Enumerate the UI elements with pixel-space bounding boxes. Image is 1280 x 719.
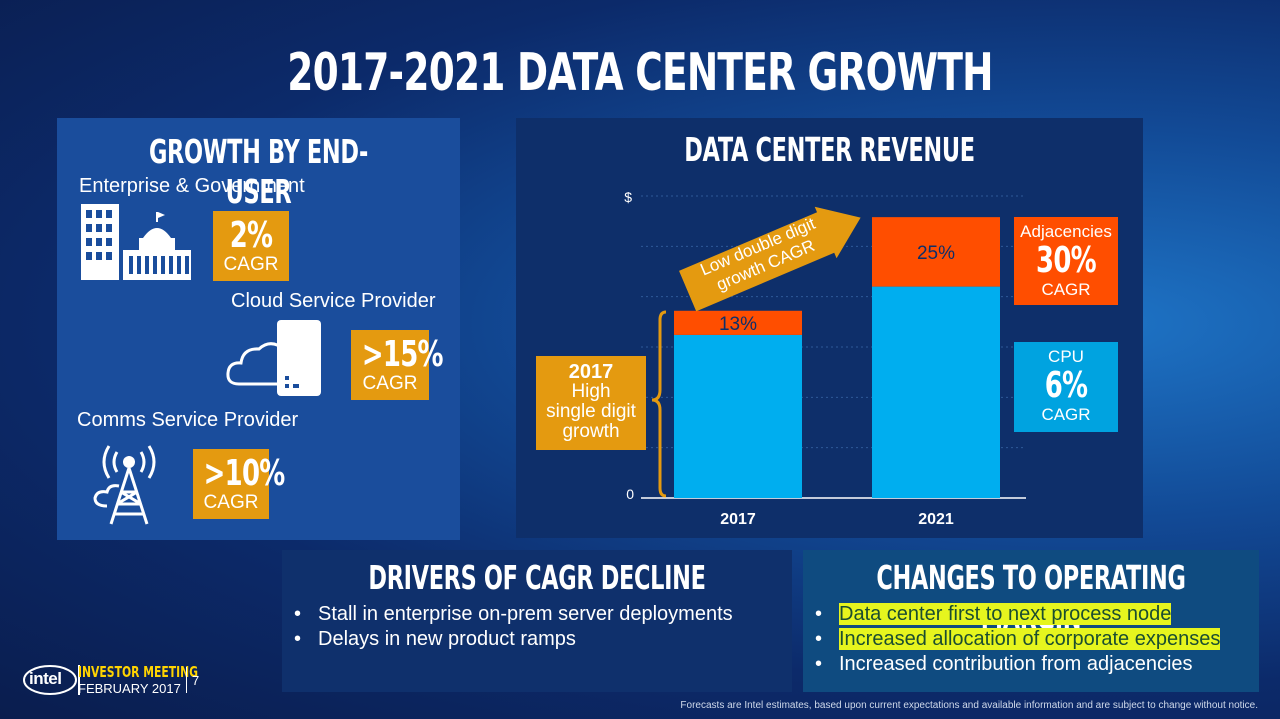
segment-label-enterprise: Enterprise & Government <box>79 175 305 197</box>
segment-label-cloud: Cloud Service Provider <box>231 290 436 312</box>
cloud-server-icon <box>226 320 321 396</box>
callout-2017-line3: growth <box>562 421 620 442</box>
margin-list: Data center first to next process node I… <box>815 602 1221 677</box>
list-item: Delays in new product ramps <box>294 627 733 652</box>
enterprise-cagr-unit: CAGR <box>223 254 279 275</box>
growth-arrow: Low double digit growth CAGR <box>677 191 874 317</box>
list-item: Increased contribution from adjacencies <box>815 652 1220 677</box>
drivers-panel-title: DRIVERS OF CAGR DECLINE <box>368 558 706 597</box>
adjacencies-cagr-badge: Adjacencies 30% CAGR <box>1014 217 1118 305</box>
bar-adjacencies-2021 <box>872 217 1000 287</box>
bracket-2017 <box>651 310 667 498</box>
bar-cpu-2021 <box>872 286 1000 498</box>
callout-2017-line2: single digit <box>546 401 636 422</box>
segment-label-comms: Comms Service Provider <box>77 409 299 431</box>
cell-tower-icon <box>93 445 156 525</box>
cpu-label: CPU <box>1048 347 1084 366</box>
list-item: Data center first to next process node <box>815 602 1220 627</box>
highlighted-text: Increased allocation of corporate expens… <box>839 628 1221 650</box>
adjacencies-label: Adjacencies <box>1020 222 1112 241</box>
page-number: 7 <box>192 673 200 688</box>
enterprise-cagr-badge: 2% CAGR <box>213 211 289 281</box>
revenue-panel-title: DATA CENTER REVENUE <box>684 130 975 169</box>
cloud-cagr-value: >15% <box>361 334 444 375</box>
growth-panel-title: GROWTH BY END-USER <box>148 132 369 211</box>
building-capitol-icon <box>81 204 191 280</box>
callout-2017-line1: High <box>571 381 611 402</box>
drivers-of-cagr-decline-panel: DRIVERS OF CAGR DECLINE Stall in enterpr… <box>282 550 792 692</box>
adjacencies-cagr-unit: CAGR <box>1041 280 1091 299</box>
comms-cagr-unit: CAGR <box>203 492 259 513</box>
list-item: Increased allocation of corporate expens… <box>815 627 1221 652</box>
intel-logo-text: intel <box>29 669 62 688</box>
callout-2017: 2017 High single digit growth <box>536 356 646 450</box>
data-label-2021: 25% <box>917 243 955 264</box>
adjacencies-cagr-value: 30% <box>1036 240 1097 281</box>
revenue-chart: $0 2017 2021 13% 25% <box>624 189 1026 528</box>
data-label-2017: 13% <box>719 314 757 335</box>
callout-2017-year: 2017 <box>568 361 614 383</box>
forecast-disclaimer: Forecasts are Intel estimates, based upo… <box>680 700 1258 711</box>
x-tick-label: 2017 <box>720 511 756 528</box>
enterprise-cagr-value: 2% <box>229 215 273 256</box>
event-date: FEBRUARY 2017 <box>78 681 181 696</box>
cpu-cagr-badge: CPU 6% CAGR <box>1014 342 1118 432</box>
event-name: INVESTOR MEETING <box>78 663 198 681</box>
comms-cagr-value: >10% <box>203 453 286 494</box>
intel-logo-icon <box>23 665 77 695</box>
bar-adjacencies-2017 <box>674 310 802 335</box>
list-item: Stall in enterprise on-prem server deplo… <box>294 602 733 627</box>
y-axis-label: $ <box>624 189 632 205</box>
cloud-cagr-unit: CAGR <box>362 373 418 394</box>
data-center-revenue-panel: DATA CENTER REVENUE <box>516 118 1143 538</box>
drivers-list: Stall in enterprise on-prem server deplo… <box>294 602 733 652</box>
cpu-cagr-unit: CAGR <box>1041 405 1091 424</box>
growth-by-end-user-panel: GROWTH BY END-USER Enterprise & Governme… <box>57 118 460 540</box>
cloud-cagr-badge: >15% CAGR <box>351 330 444 400</box>
highlighted-text: Data center first to next process node <box>839 603 1172 625</box>
bar-cpu-2017 <box>674 334 802 498</box>
comms-cagr-badge: >10% CAGR <box>193 449 286 519</box>
cpu-cagr-value: 6% <box>1044 365 1088 406</box>
x-tick-label: 2021 <box>918 511 954 528</box>
operating-margin-panel: CHANGES TO OPERATING MARGIN Data center … <box>803 550 1259 692</box>
y-tick-label: 0 <box>626 486 634 502</box>
